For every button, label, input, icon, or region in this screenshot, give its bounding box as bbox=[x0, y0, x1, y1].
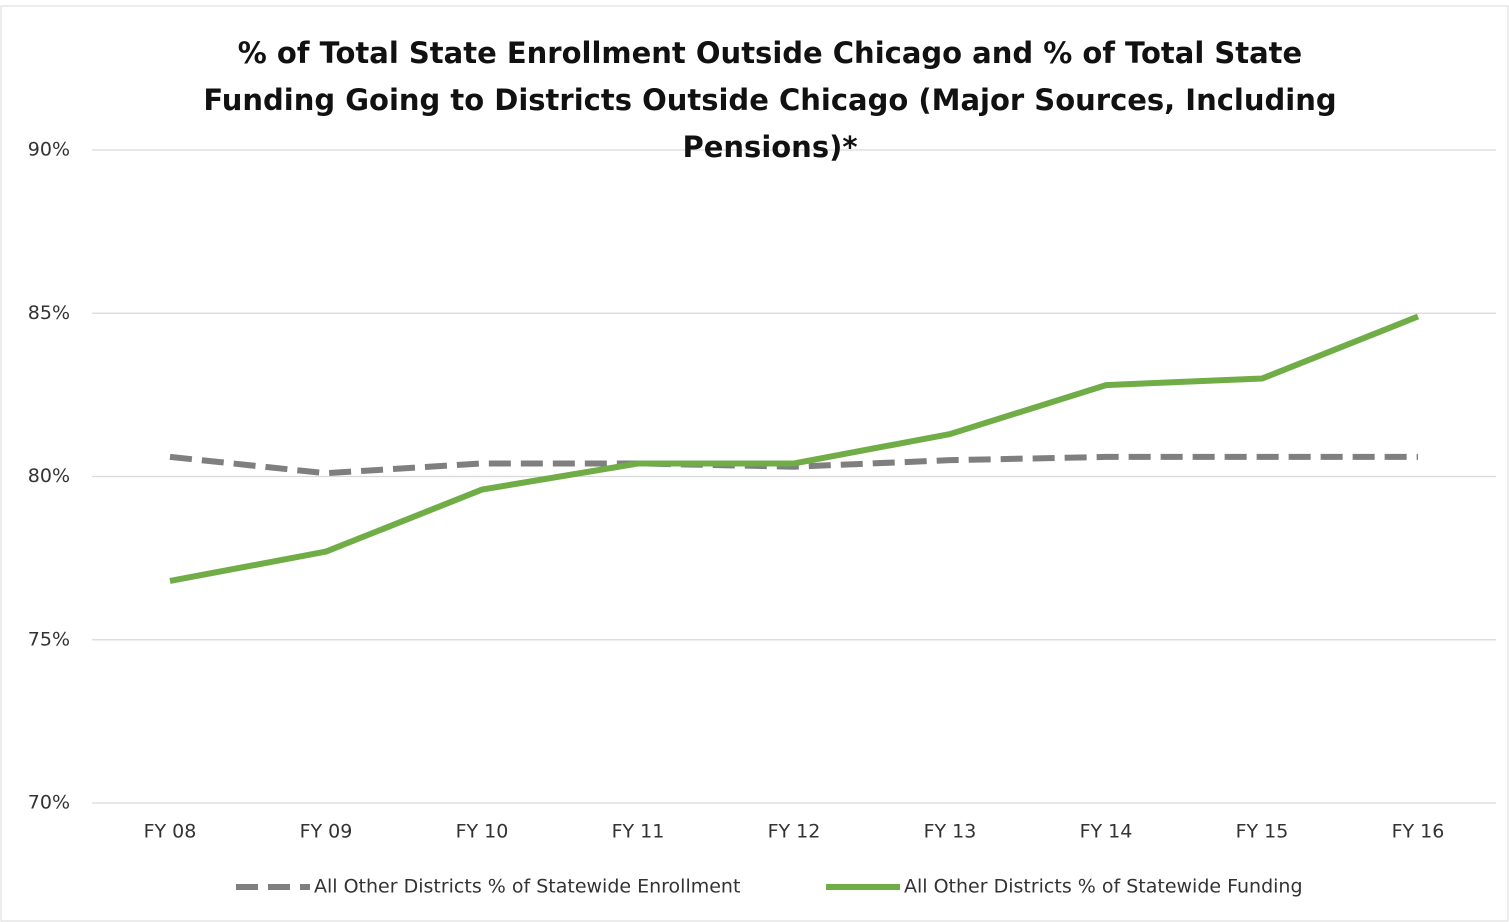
y-tick-label: 90% bbox=[28, 139, 70, 161]
y-tick-label: 80% bbox=[28, 465, 70, 487]
x-tick-label: FY 12 bbox=[768, 821, 821, 843]
chart-border bbox=[0, 5, 1509, 922]
x-tick-label: FY 11 bbox=[612, 821, 665, 843]
series-line bbox=[169, 453, 1418, 477]
y-tick-label: 85% bbox=[28, 302, 70, 324]
y-tick-label: 70% bbox=[28, 792, 70, 814]
chart-title: % of Total State Enrollment Outside Chic… bbox=[203, 36, 1337, 164]
x-tick-label: FY 08 bbox=[144, 821, 197, 843]
x-tick-label: FY 10 bbox=[456, 821, 509, 843]
x-tick-label: FY 09 bbox=[300, 821, 353, 843]
x-tick-label: FY 13 bbox=[924, 821, 977, 843]
x-tick-label: FY 14 bbox=[1080, 821, 1133, 843]
legend-label: All Other Districts % of Statewide Enrol… bbox=[314, 876, 740, 898]
x-tick-label: FY 15 bbox=[1236, 821, 1289, 843]
legend-label: All Other Districts % of Statewide Fundi… bbox=[904, 876, 1303, 898]
x-tick-label: FY 16 bbox=[1392, 821, 1445, 843]
series-line bbox=[169, 313, 1420, 584]
y-tick-label: 75% bbox=[28, 628, 70, 650]
